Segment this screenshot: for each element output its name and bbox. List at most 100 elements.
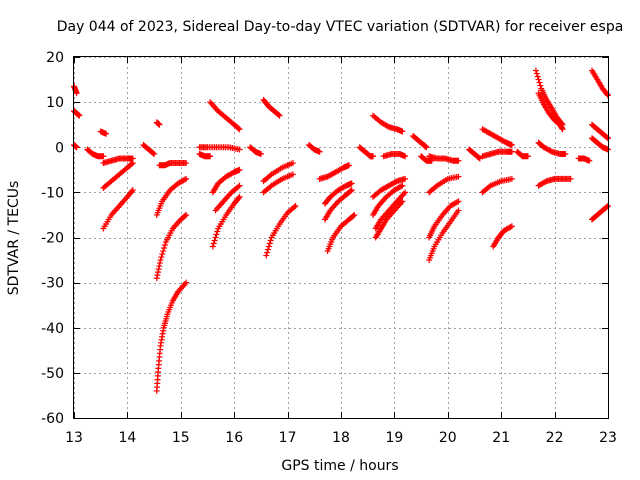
series-s10 bbox=[153, 119, 163, 128]
data-point bbox=[183, 175, 190, 182]
series-s38 bbox=[410, 132, 430, 151]
x-tick-label: 21 bbox=[492, 430, 510, 446]
series-s26 bbox=[305, 141, 323, 155]
data-point bbox=[212, 234, 219, 241]
y-tick-label: -10 bbox=[41, 185, 64, 201]
data-point bbox=[402, 175, 409, 182]
series-s29 bbox=[321, 187, 355, 223]
y-tick-label: 0 bbox=[55, 140, 64, 156]
data-point bbox=[267, 172, 274, 179]
y-tick-labels: -60 -50 -40 -30 -20 -10 0 10 20 bbox=[41, 50, 64, 427]
series-s01 bbox=[71, 108, 83, 119]
data-point bbox=[235, 183, 242, 190]
series-s42 bbox=[426, 198, 462, 241]
series-s49 bbox=[514, 148, 531, 160]
data-point bbox=[562, 151, 569, 158]
data-point bbox=[73, 90, 80, 97]
data-point bbox=[129, 187, 136, 194]
series-s35 bbox=[370, 182, 406, 218]
data-point bbox=[153, 275, 160, 282]
data-point bbox=[265, 243, 272, 250]
data-point bbox=[151, 151, 158, 158]
data-point bbox=[348, 180, 355, 187]
data-point bbox=[236, 166, 243, 173]
series-s19 bbox=[209, 193, 243, 250]
y-tick-label: -40 bbox=[41, 321, 64, 337]
data-point bbox=[160, 248, 167, 255]
data-point bbox=[156, 263, 163, 270]
data-point bbox=[257, 151, 264, 158]
data-point bbox=[384, 123, 391, 130]
data-point bbox=[183, 211, 190, 218]
x-tick-label: 17 bbox=[279, 430, 297, 446]
series-s45 bbox=[479, 148, 515, 160]
data-point bbox=[534, 73, 541, 80]
data-point bbox=[423, 144, 430, 151]
data-point bbox=[129, 160, 136, 167]
y-tick-label: -50 bbox=[41, 366, 64, 382]
data-point bbox=[155, 269, 162, 276]
data-point bbox=[183, 160, 190, 167]
series-s21 bbox=[247, 144, 264, 158]
data-point bbox=[567, 175, 574, 182]
data-point bbox=[103, 130, 110, 137]
y-tick-label: 20 bbox=[46, 50, 64, 66]
series-s55 bbox=[588, 67, 611, 99]
data-point bbox=[210, 240, 217, 247]
data-point bbox=[209, 243, 216, 250]
series-s32 bbox=[370, 112, 406, 135]
data-point bbox=[348, 187, 355, 194]
series-s34 bbox=[370, 175, 409, 200]
data-point bbox=[604, 203, 611, 210]
chart-title: Day 044 of 2023, Sidereal Day-to-day VTE… bbox=[57, 19, 624, 35]
data-point bbox=[236, 146, 243, 153]
y-tick-label: 10 bbox=[46, 95, 64, 111]
data-point bbox=[158, 254, 165, 261]
series-s24 bbox=[260, 171, 296, 196]
x-tick-label: 18 bbox=[332, 430, 350, 446]
series-s58 bbox=[588, 202, 611, 223]
data-point bbox=[265, 246, 272, 253]
data-point bbox=[486, 183, 493, 190]
data-point bbox=[157, 257, 164, 264]
data-point bbox=[454, 199, 461, 206]
series-s12 bbox=[153, 175, 190, 218]
data-point bbox=[432, 183, 439, 190]
data-point bbox=[211, 237, 218, 244]
series-s57 bbox=[588, 135, 611, 153]
data-point bbox=[155, 266, 162, 273]
series-s36 bbox=[372, 189, 409, 232]
series-s54 bbox=[575, 155, 593, 164]
data-point bbox=[586, 157, 593, 164]
x-tick-label: 14 bbox=[118, 430, 136, 446]
data-point bbox=[370, 153, 377, 160]
series-s52 bbox=[535, 139, 569, 158]
data-point bbox=[213, 231, 220, 238]
data-point bbox=[100, 153, 107, 160]
series-s37 bbox=[372, 198, 406, 241]
x-tick-label: 23 bbox=[599, 430, 617, 446]
data-point bbox=[316, 148, 323, 155]
data-point bbox=[537, 82, 544, 89]
data-point bbox=[399, 182, 406, 189]
data-point bbox=[235, 125, 242, 132]
data-point bbox=[547, 148, 554, 155]
data-point bbox=[154, 272, 161, 279]
data-point bbox=[508, 175, 515, 182]
series-s20 bbox=[212, 182, 243, 214]
series-s16 bbox=[196, 151, 214, 160]
data-point bbox=[289, 171, 296, 178]
grid-lines bbox=[74, 57, 609, 419]
data-point bbox=[289, 160, 296, 167]
series-s18 bbox=[209, 166, 243, 196]
y-tick-label: -20 bbox=[41, 231, 64, 247]
series-s51 bbox=[535, 90, 566, 133]
series-s22 bbox=[260, 96, 283, 119]
series-s40 bbox=[426, 153, 462, 164]
data-point bbox=[267, 237, 274, 244]
series-s28 bbox=[321, 180, 355, 207]
series-s06 bbox=[100, 155, 136, 167]
data-point bbox=[392, 178, 399, 185]
x-tick-label: 19 bbox=[385, 430, 403, 446]
